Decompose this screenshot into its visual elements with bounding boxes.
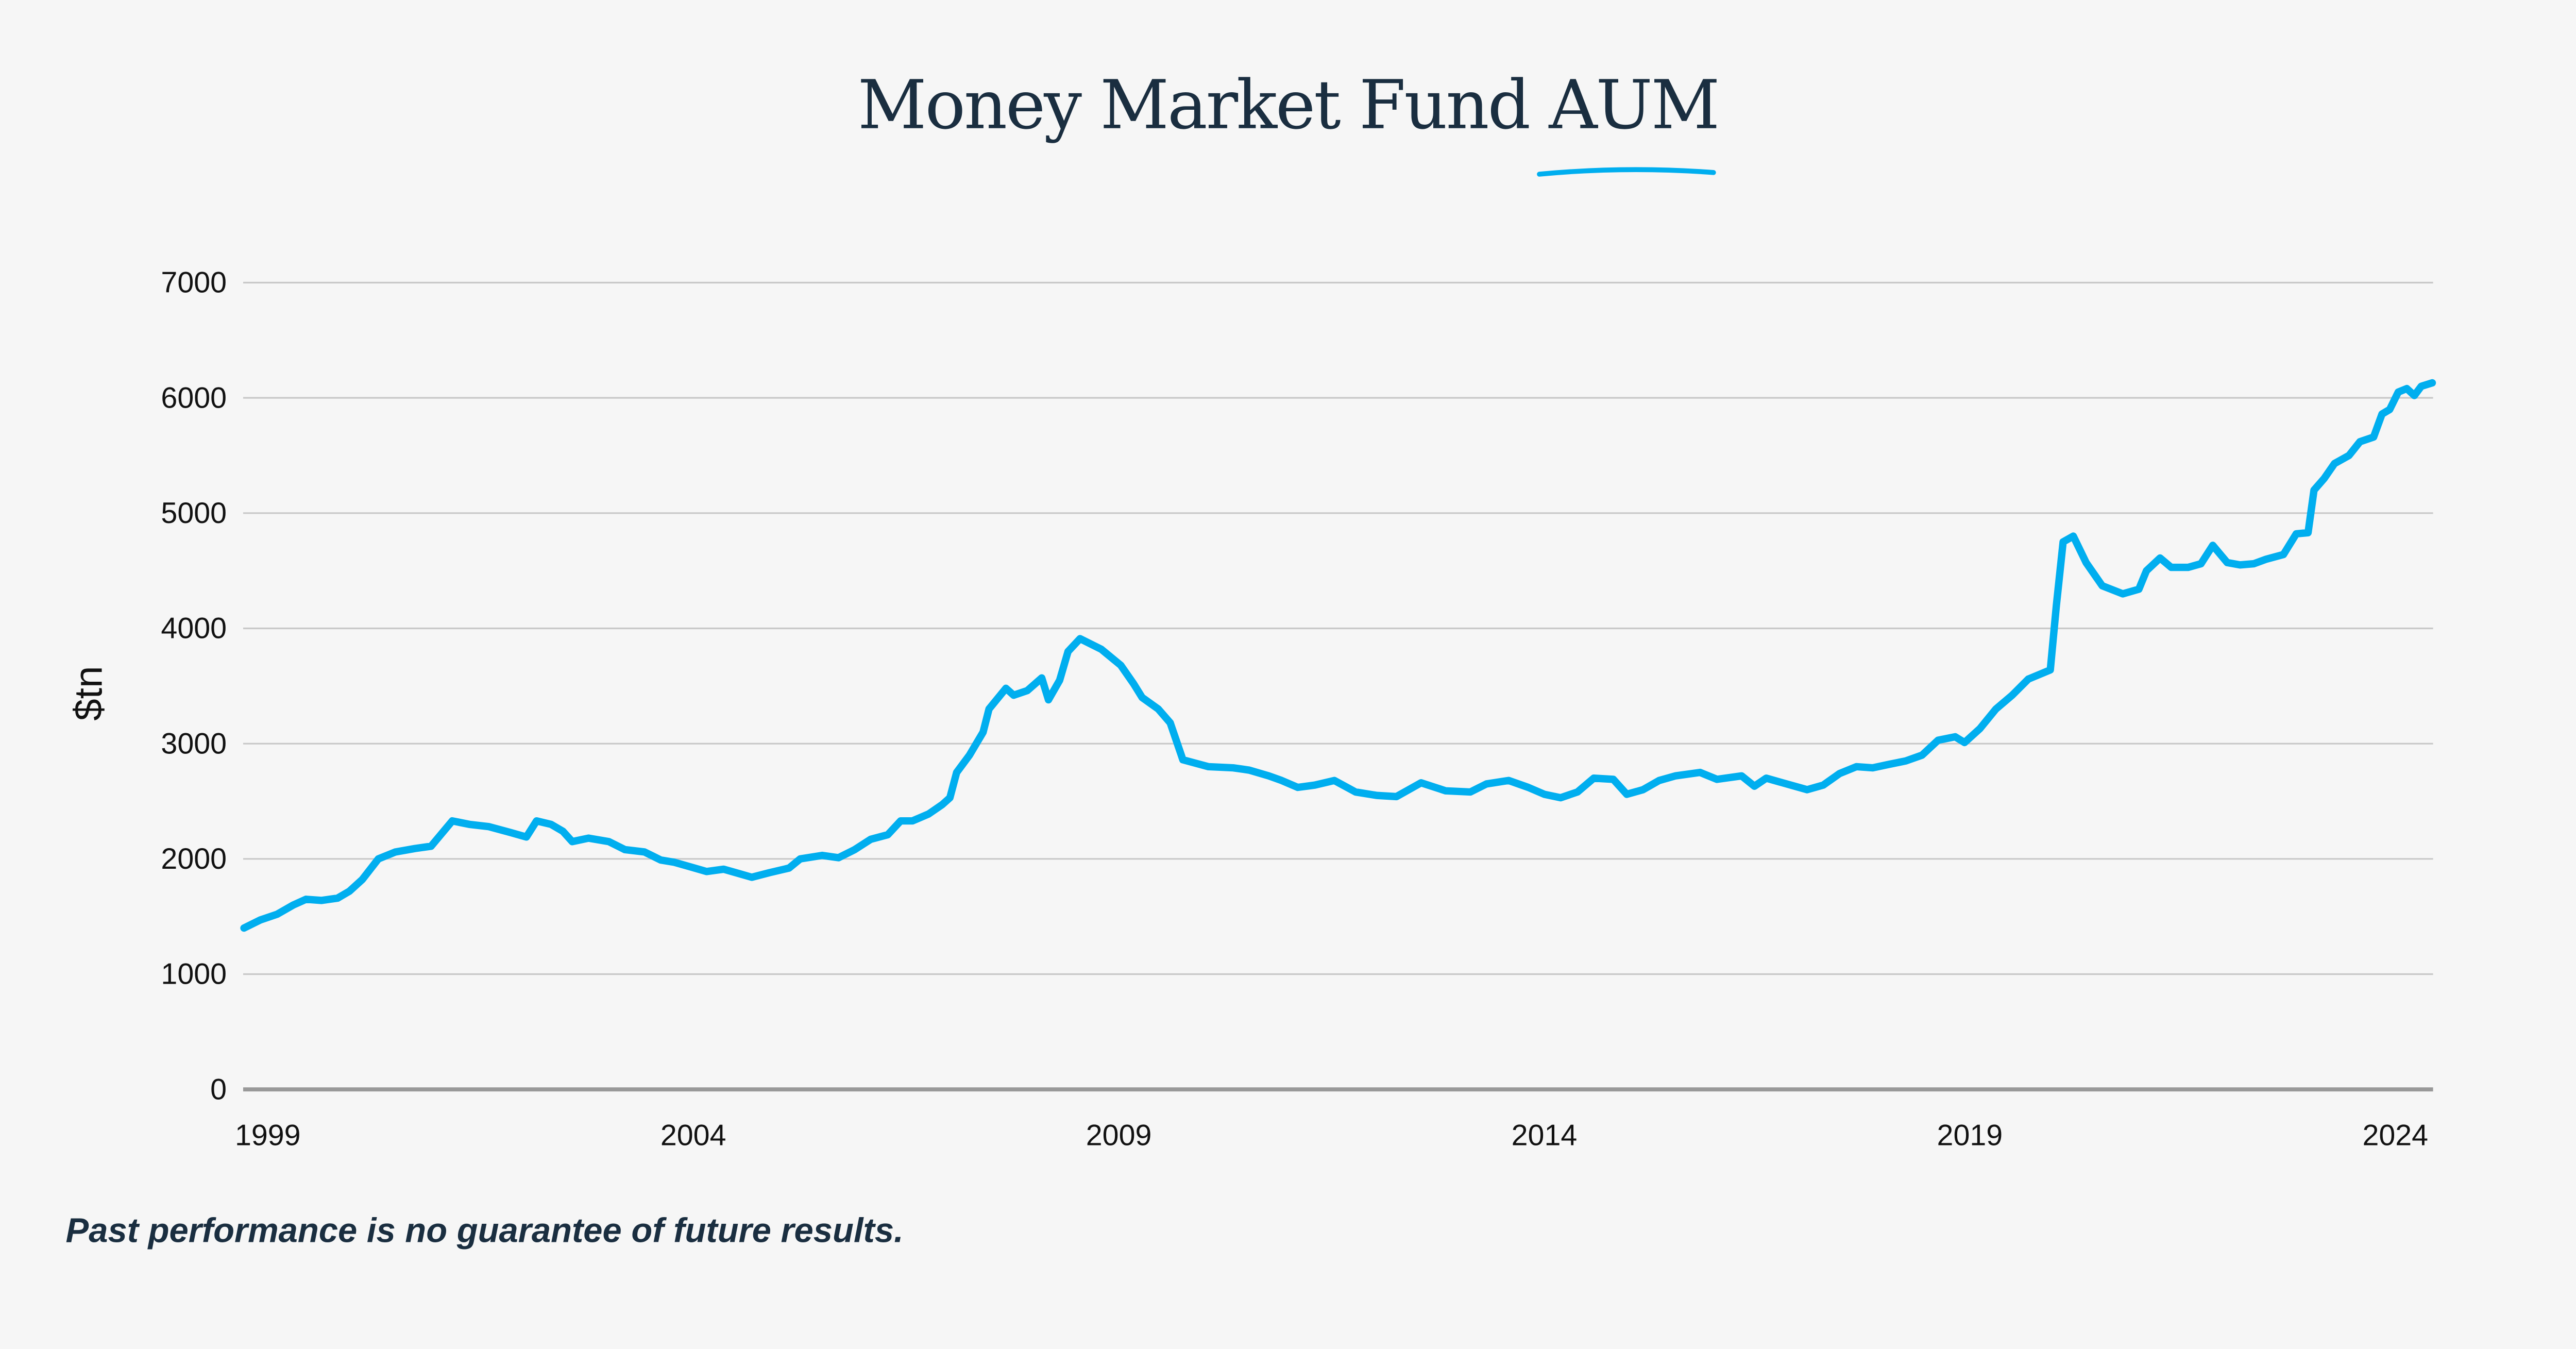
chart-title: Money Market Fund AUM	[857, 65, 1720, 145]
x-tick-label: 1999	[235, 1119, 301, 1152]
x-tick-label: 2014	[1512, 1119, 1578, 1152]
y-tick-label: 7000	[161, 266, 227, 299]
y-axis-label: $tn	[67, 666, 111, 720]
y-tick-label: 5000	[161, 497, 227, 530]
disclaimer-footnote: Past performance is no guarantee of futu…	[65, 1212, 904, 1251]
series-line-aum	[240, 379, 2436, 932]
y-tick-labels: 0 1000 2000 3000 4000 5000 6000 7000	[161, 266, 227, 1106]
x-tick-label: 2004	[660, 1119, 726, 1152]
x-tick-label: 2009	[1086, 1119, 1152, 1152]
x-tick-labels: 1999 2004 2009 2014 2019 2024	[235, 1119, 2428, 1152]
x-tick-label: 2019	[1937, 1119, 2003, 1152]
y-tick-label: 3000	[161, 727, 227, 760]
y-tick-label: 1000	[161, 958, 227, 991]
y-tick-label: 6000	[161, 381, 227, 414]
y-tick-label: 2000	[161, 842, 227, 875]
gridlines	[243, 281, 2433, 1092]
y-tick-label: 0	[210, 1073, 227, 1106]
y-tick-label: 4000	[161, 612, 227, 645]
title-underline-brush	[1537, 167, 1716, 177]
x-tick-label: 2024	[2362, 1119, 2428, 1152]
